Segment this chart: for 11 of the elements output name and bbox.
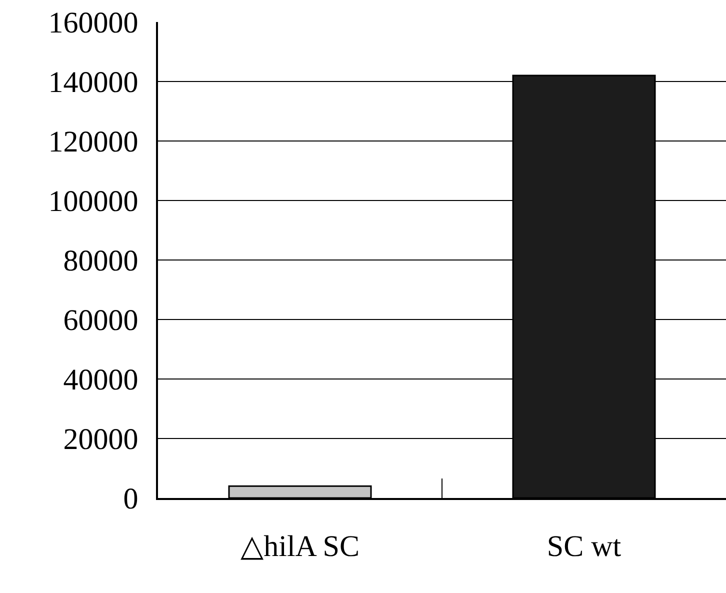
- y-tick-label: 120000: [48, 126, 138, 158]
- x-tick-label: △hilA SC: [240, 530, 360, 563]
- y-tick-label: 100000: [48, 185, 138, 218]
- y-tick-label: 80000: [63, 244, 138, 278]
- y-tick-label: 20000: [63, 423, 138, 456]
- y-tick-label: 160000: [48, 6, 138, 40]
- y-tick-label: 0: [123, 482, 138, 516]
- x-tick-label: SC wt: [546, 530, 622, 563]
- y-tick-label: 40000: [63, 364, 138, 396]
- y-tick-label: 140000: [48, 66, 138, 99]
- y-tick-label: 60000: [63, 304, 138, 337]
